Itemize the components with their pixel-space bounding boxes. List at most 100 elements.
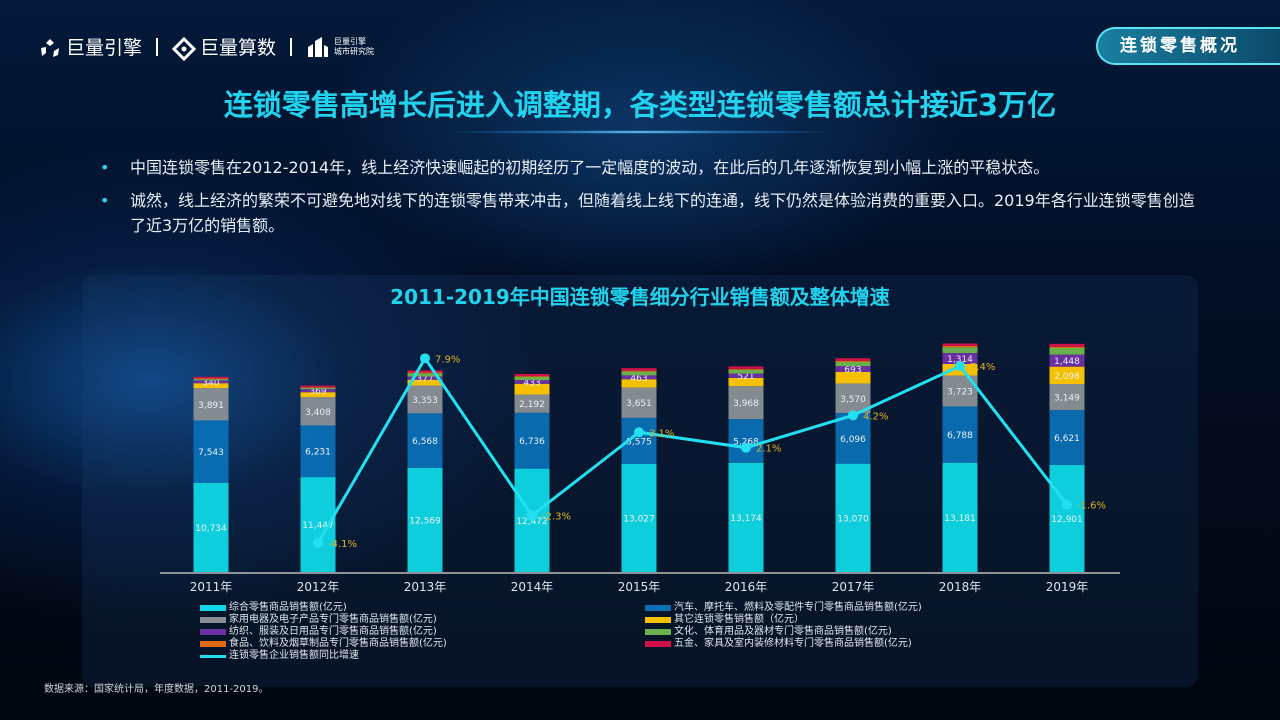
- legend-label: 其它连锁零售销售额（亿元）: [674, 614, 804, 625]
- data-label: 2,192: [519, 400, 545, 410]
- bar-segment: [300, 389, 336, 393]
- bar-segment: [942, 353, 978, 364]
- bar-segment: [835, 463, 871, 572]
- bar-segment: [193, 482, 229, 572]
- legend-swatch: [645, 629, 671, 635]
- data-label: 11,447: [302, 521, 334, 531]
- bar-segment: [835, 358, 871, 361]
- data-label: 13,181: [944, 514, 976, 524]
- legend-label: 连锁零售企业销售额同比增速: [229, 650, 359, 661]
- legend-swatch: [645, 641, 671, 647]
- data-label: 3,891: [198, 401, 224, 411]
- data-label: 693: [844, 365, 861, 375]
- bar-segment: [1049, 347, 1085, 355]
- bar-segment: [942, 347, 978, 354]
- legend-item: 文化、体育用品及器材专门零售商品销售额(亿元): [645, 626, 922, 638]
- growth-label: 3.1%: [649, 428, 674, 439]
- bar-segment: [621, 370, 657, 372]
- legend-swatch: [200, 605, 226, 611]
- bar-segment: [728, 462, 764, 572]
- bar-segment: [942, 462, 978, 572]
- legend-label: 家用电器及电子产品专门零售商品销售额(亿元): [229, 614, 437, 625]
- growth-label: 7.4%: [970, 362, 995, 373]
- growth-point: [1062, 499, 1072, 510]
- bar-segment: [193, 420, 229, 483]
- bullet-item: 中国连锁零售在2012-2014年，线上经济快速崛起的初期经历了一定幅度的波动，…: [100, 155, 1210, 180]
- legend-left: 综合零售商品销售额(亿元) 家用电器及电子产品专门零售商品销售额(亿元) 纺织、服装…: [200, 602, 447, 662]
- data-label: 377: [416, 375, 433, 385]
- data-label: 5,575: [626, 437, 652, 447]
- bar-segment: [300, 425, 336, 478]
- divider: [156, 37, 159, 56]
- growth-line: [316, 355, 1069, 544]
- data-label: 5,268: [733, 437, 759, 447]
- data-label: 3,408: [305, 408, 331, 418]
- bar-segment: [835, 366, 871, 372]
- x-tick-label: 2013年: [404, 580, 447, 594]
- data-label: 433: [523, 378, 540, 388]
- bar-segment: [835, 413, 871, 464]
- bar-segment: [1049, 384, 1085, 411]
- bar-segment: [835, 371, 871, 384]
- legend-swatch: [200, 629, 226, 635]
- data-label: 340: [202, 378, 219, 388]
- data-label: 3,651: [626, 399, 652, 409]
- data-label: 12,901: [1051, 515, 1083, 525]
- legend-label: 文化、体育用品及器材专门零售商品销售额(亿元): [674, 626, 892, 637]
- x-tick-label: 2015年: [618, 580, 661, 594]
- bar-segment: [728, 377, 764, 387]
- bar-segment: [193, 378, 229, 380]
- x-tick-label: 2018年: [939, 580, 982, 594]
- x-tick-label: 2014年: [511, 580, 554, 594]
- growth-label: -4.1%: [328, 539, 357, 550]
- x-tick-label: 2017年: [832, 580, 875, 594]
- growth-point: [741, 442, 751, 453]
- bar-segment: [407, 413, 443, 468]
- bar-segment: [1049, 346, 1085, 348]
- data-label: 10,734: [195, 524, 227, 534]
- growth-point: [634, 427, 644, 438]
- bar-segment: [621, 387, 657, 418]
- growth-label: 2.1%: [756, 444, 781, 455]
- growth-label: -1.6%: [1077, 501, 1106, 512]
- data-label: 463: [630, 374, 647, 384]
- bar-segment: [1049, 354, 1085, 367]
- data-label: 6,096: [840, 435, 866, 445]
- data-source: 数据来源：国家统计局，年度数据，2011-2019。: [44, 684, 269, 695]
- growth-label: 7.9%: [435, 354, 460, 365]
- data-label: 12,472: [516, 517, 548, 527]
- bar-segment: [300, 387, 336, 388]
- chart-title: 2011-2019年中国连锁零售细分行业销售额及整体增速: [390, 285, 890, 309]
- bar-segment: [728, 373, 764, 378]
- legend-label: 五金、家具及室内装修材料专门零售商品销售额(亿元): [674, 638, 912, 649]
- data-label: 3,968: [733, 399, 759, 409]
- bar-segment: [193, 376, 229, 379]
- data-label: 6,788: [947, 431, 973, 441]
- bar-segment: [835, 360, 871, 362]
- bar-segment: [621, 375, 657, 380]
- data-label: 3,149: [1054, 394, 1080, 404]
- divider: [290, 37, 293, 56]
- bar-segment: [514, 383, 550, 395]
- city-institute-logo: 巨量引擎 城市研究院: [306, 35, 374, 59]
- bar-segment: [514, 376, 550, 381]
- legend-item: 连锁零售企业销售额同比增速: [200, 650, 447, 662]
- bar-segment: [300, 387, 336, 390]
- bar-segment: [407, 385, 443, 414]
- growth-point: [420, 353, 430, 364]
- legend-label: 食品、饮料及烟草制品专门零售商品销售额(亿元): [229, 638, 447, 649]
- x-tick-label: 2019年: [1046, 580, 1089, 594]
- bar-segment: [514, 394, 550, 413]
- logo-bar: 巨量引擎 巨量算数 巨量引擎 城市研究院: [38, 33, 374, 61]
- bar-segment: [514, 380, 550, 384]
- legend-item: 纺织、服装及日用品专门零售商品销售额(亿元): [200, 626, 447, 638]
- data-label: 7,543: [198, 448, 224, 458]
- bar-segment: [728, 366, 764, 369]
- legend-label: 汽车、摩托车、燃料及零配件专门零售商品销售额(亿元): [674, 602, 922, 613]
- growth-label: 4.2%: [863, 411, 888, 422]
- bar-segment: [514, 376, 550, 377]
- bar-segment: [407, 370, 443, 373]
- data-label: 13,070: [837, 514, 869, 524]
- building-icon: [308, 36, 329, 57]
- bar-segment: [621, 371, 657, 376]
